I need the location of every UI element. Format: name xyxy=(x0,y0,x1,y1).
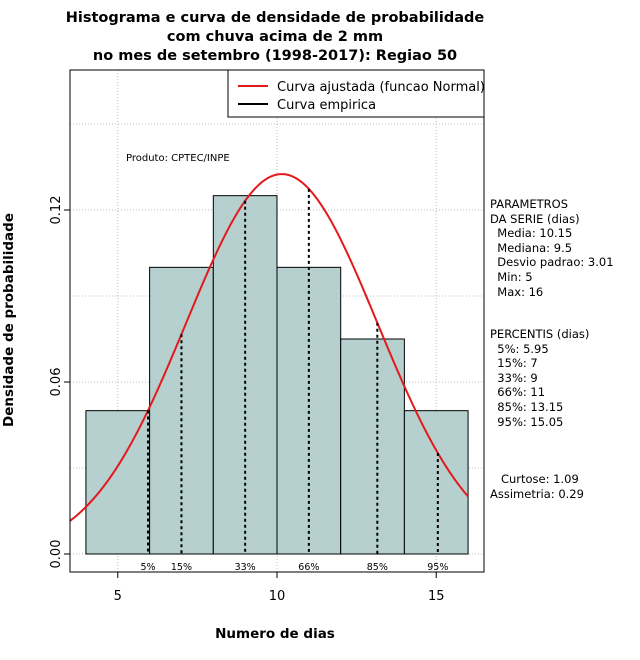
stats-line: Curtose: 1.09 xyxy=(490,472,579,486)
legend-box xyxy=(227,69,485,118)
parametros-line: Mediana: 9.5 xyxy=(490,240,573,255)
percentis-line: 95%: 15.05 xyxy=(490,414,564,429)
parametros-panel: PARAMETROS DA SERIE (dias) Media: 10.15 … xyxy=(490,197,614,299)
percentis-line: 5%: 5.95 xyxy=(490,341,549,356)
percentile-label: 5% xyxy=(140,562,155,573)
y-tick-label: 0.06 xyxy=(49,368,64,397)
chart-title-line: com chuva acima de 2 mm xyxy=(167,29,383,45)
parametros-line: DA SERIE (dias) xyxy=(490,211,580,226)
histogram-bar xyxy=(403,410,469,555)
percentis-line: 15%: 7 xyxy=(490,356,538,371)
parametros-line: PARAMETROS xyxy=(490,197,569,211)
y-axis-title: Densidade de probabilidade xyxy=(1,213,17,427)
parametros-line: Min: 5 xyxy=(490,269,533,284)
stats-line: Assimetria: 0.29 xyxy=(490,486,584,501)
x-tick-label: 15 xyxy=(428,589,445,604)
x-axis-title: Numero de dias xyxy=(215,626,335,642)
legend-label: Curva ajustada (funcao Normal) xyxy=(277,80,485,95)
y-tick-label: 0.00 xyxy=(49,540,64,569)
parametros-line: Desvio padrao: 3.01 xyxy=(490,255,614,270)
percentis-line: 85%: 13.15 xyxy=(490,399,564,414)
histogram-bar xyxy=(85,410,151,555)
percentile-label: 15% xyxy=(171,562,192,573)
percentile-label: 95% xyxy=(427,562,448,573)
chart-title-line: no mes de setembro (1998-2017): Regiao 5… xyxy=(93,48,457,64)
legend-label: Curva empirica xyxy=(277,98,376,113)
histogram-bar xyxy=(340,338,405,555)
histogram-bar xyxy=(149,266,214,555)
x-tick-label: 10 xyxy=(269,589,286,604)
percentile-label: 85% xyxy=(367,562,388,573)
percentile-label: 66% xyxy=(298,562,319,573)
chart-title-line: Histograma e curva de densidade de proba… xyxy=(66,10,485,26)
parametros-line: Max: 16 xyxy=(490,284,544,299)
normal-curve-line xyxy=(69,173,469,522)
parametros-line: Media: 10.15 xyxy=(490,226,573,241)
percentile-label: 33% xyxy=(235,562,256,573)
y-tick-label: 0.12 xyxy=(49,196,64,225)
percentis-line: 66%: 11 xyxy=(490,385,546,400)
percentis-line: PERCENTIS (dias) xyxy=(490,327,590,341)
product-annotation: Produto: CPTEC/INPE xyxy=(126,153,230,164)
x-tick-label: 5 xyxy=(114,589,122,604)
stats-panel: Curtose: 1.09 Assimetria: 0.29 xyxy=(490,472,584,501)
percentis-line: 33%: 9 xyxy=(490,370,538,385)
percentis-panel: PERCENTIS (dias) 5%: 5.95 15%: 7 33%: 9 … xyxy=(490,327,589,429)
